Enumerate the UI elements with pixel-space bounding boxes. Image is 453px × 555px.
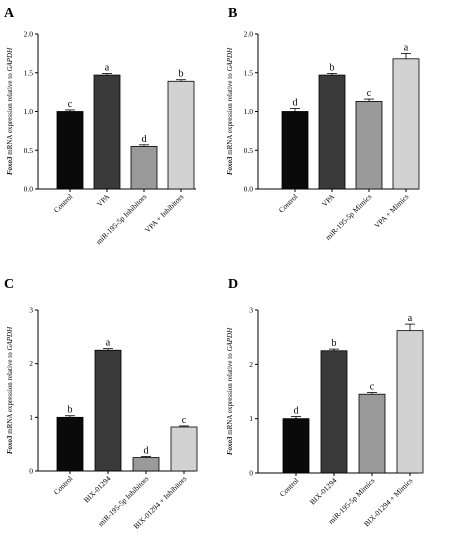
y-tick-label: 0.0 [24, 185, 34, 194]
bar [320, 350, 348, 474]
y-tick-label: 0.5 [24, 146, 34, 155]
y-axis-label-ref: GAPDH [6, 47, 14, 72]
y-axis-label-gene: Foxo3 [6, 156, 14, 175]
panel-letter: A [4, 6, 15, 21]
y-axis-label: Foxo3 mRNA expression relative to GAPDH [226, 327, 234, 455]
bar [56, 416, 84, 472]
x-tick-label: Control [277, 192, 300, 215]
y-tick-label: 2.0 [244, 30, 254, 39]
bar [56, 111, 84, 190]
y-tick-label: 2 [249, 360, 253, 369]
significance-label: d [294, 405, 299, 416]
x-tick-label: BIX-01294 [82, 474, 113, 505]
y-tick-label: 2 [29, 359, 33, 368]
significance-label: a [105, 63, 110, 74]
y-axis-label-text: mRNA expression relative to [226, 352, 234, 437]
y-axis-label-ref: GAPDH [226, 47, 234, 72]
significance-label: d [293, 97, 298, 108]
significance-label: d [144, 446, 149, 457]
significance-label: a [404, 42, 409, 53]
x-tick-label: VPA [95, 192, 112, 209]
y-tick-label: 2.0 [24, 30, 34, 39]
y-tick-label: 1.0 [244, 107, 254, 116]
y-tick-label: 3 [29, 306, 33, 315]
significance-label: a [408, 313, 413, 324]
bar [167, 80, 195, 190]
significance-label: a [106, 338, 111, 349]
y-tick-label: 3 [249, 306, 253, 315]
significance-label: c [68, 99, 73, 110]
x-tick-label: Control [52, 192, 75, 215]
chart-panel-c: C 0 1 2 3 Foxo3 mRNA expression relative to G… [4, 277, 198, 531]
bar [170, 426, 198, 472]
y-tick-label: 1.5 [244, 68, 254, 77]
y-axis-label-ref: GAPDH [226, 327, 234, 352]
x-tick-label: Control [278, 476, 301, 499]
chart-panel-d: D 0 1 2 3 Foxo3 mRNA expression relative to G… [226, 277, 424, 528]
y-axis-label-text: mRNA expression relative to [226, 72, 234, 157]
bar [358, 393, 386, 474]
panel-letter: C [4, 277, 14, 292]
y-tick-label: 1.0 [24, 107, 34, 116]
panel-letter: D [228, 277, 238, 292]
y-axis-label: Foxo3 mRNA expression relative to GAPDH [6, 47, 14, 175]
bar [318, 74, 346, 190]
bar [94, 349, 122, 472]
y-axis-label-text: mRNA expression relative to [6, 72, 14, 157]
y-axis-label-gene: Foxo3 [226, 156, 234, 175]
y-axis-label-gene: Foxo3 [6, 435, 14, 454]
x-tick-label: VPA + Inhibitors [143, 192, 186, 235]
x-tick-label: VPA [320, 192, 337, 209]
significance-label: b [68, 405, 73, 416]
x-tick-label: VPA + Mimics [372, 192, 410, 230]
panel-letter: B [228, 6, 237, 21]
y-tick-label: 0.5 [244, 146, 254, 155]
y-tick-label: 0.0 [244, 185, 254, 194]
chart-panel-a: A 0.0 0.5 1.0 1.5 2.0 Foxo3 mRNA expression re… [4, 6, 196, 246]
y-axis-label: Foxo3 mRNA expression relative to GAPDH [6, 326, 14, 454]
chart-panel-b: B 0.0 0.5 1.0 1.5 2.0 Foxo3 mRNA expression re… [226, 6, 420, 242]
bar [130, 145, 158, 190]
y-axis-label: Foxo3 mRNA expression relative to GAPDH [226, 47, 234, 175]
y-axis-label-text: mRNA expression relative to [6, 351, 14, 436]
bar [396, 330, 424, 474]
bar [392, 58, 420, 190]
significance-label: b [330, 63, 335, 74]
significance-label: d [142, 134, 147, 145]
significance-label: c [182, 415, 187, 426]
y-axis-label-ref: GAPDH [6, 326, 14, 351]
x-tick-label: Control [52, 474, 75, 497]
bar [281, 111, 309, 190]
bar [355, 101, 383, 190]
bar [282, 418, 310, 474]
x-tick-label: BIX-01294 [308, 476, 339, 507]
y-tick-label: 1 [29, 413, 33, 422]
y-axis-label-gene: Foxo3 [226, 436, 234, 455]
significance-label: c [367, 88, 372, 99]
bar [93, 74, 121, 190]
y-tick-label: 0 [249, 469, 253, 478]
significance-label: c [370, 382, 375, 393]
significance-label: b [179, 69, 184, 80]
y-tick-label: 1 [249, 414, 253, 423]
y-tick-label: 1.5 [24, 68, 34, 77]
y-tick-label: 0 [29, 467, 33, 476]
significance-label: b [332, 338, 337, 349]
bar [132, 457, 160, 472]
